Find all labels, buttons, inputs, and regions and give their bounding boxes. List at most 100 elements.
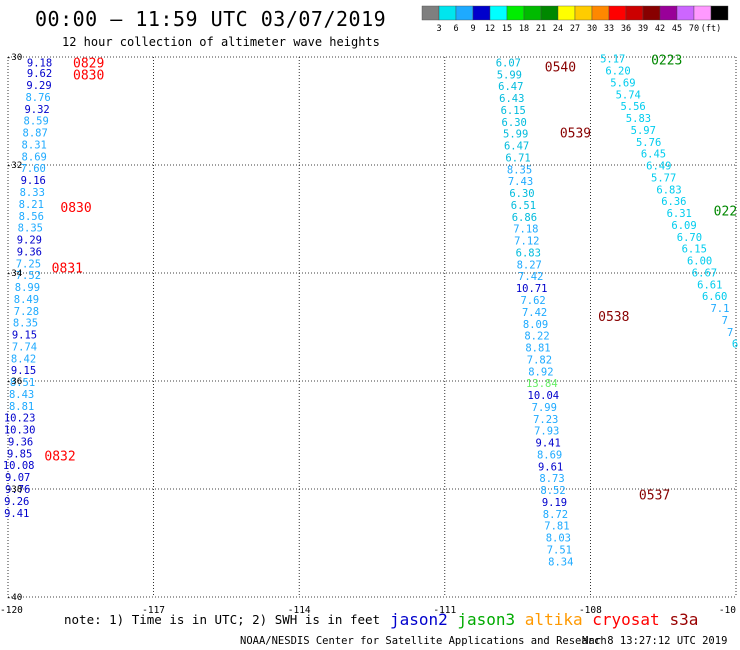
y-tick-label: -32 xyxy=(6,161,22,171)
wave-height-value: 8.81 xyxy=(9,401,34,413)
y-tick-label: -40 xyxy=(6,593,22,603)
chart-subtitle: 12 hour collection of altimeter wave hei… xyxy=(62,35,380,49)
wave-height-value: 7.1 xyxy=(710,303,729,315)
colorbar-swatch xyxy=(659,5,678,21)
colorbar-label: 24 xyxy=(553,24,563,34)
wave-height-value: 6.67 xyxy=(692,267,717,279)
wave-height-value: 6.60 xyxy=(702,291,727,303)
wave-height-value: 6.45 xyxy=(641,149,666,161)
wave-height-value: 7.42 xyxy=(518,271,543,283)
colorbar-label: 15 xyxy=(502,24,512,34)
colorbar-label: 18 xyxy=(519,24,529,34)
wave-height-value: 9.15 xyxy=(11,365,36,377)
wave-height-value: 6.31 xyxy=(667,208,692,220)
legend-item-cryosat: cryosat xyxy=(592,610,659,629)
legend-note: note: 1) Time is in UTC; 2) SWH is in fe… xyxy=(64,612,380,627)
wave-height-value: 9.19 xyxy=(542,497,567,509)
wave-height-value: 6.43 xyxy=(499,93,524,105)
wave-height-value: 6.09 xyxy=(671,220,696,232)
wave-height-value: 5.99 xyxy=(503,129,528,141)
y-tick-label: -34 xyxy=(6,269,22,279)
wave-height-value: 8.87 xyxy=(23,128,48,140)
time-label: 0539 xyxy=(560,127,591,142)
x-tick-label: -114 xyxy=(288,605,311,616)
wave-height-value: 8.31 xyxy=(22,139,47,151)
wave-height-value: 10.08 xyxy=(3,460,35,472)
footer-timestamp: Mar 8 13:27:12 UTC 2019 xyxy=(582,635,727,647)
colorbar-label: 6 xyxy=(453,24,458,34)
wave-height-value: 7.12 xyxy=(514,236,539,248)
x-tick-label: -117 xyxy=(142,605,165,616)
wave-height-value: 6.15 xyxy=(682,244,707,256)
colorbar-label: 27 xyxy=(570,24,580,34)
wave-height-value: 8.03 xyxy=(546,533,571,545)
y-tick-label: -30 xyxy=(6,53,22,63)
wave-height-value: 8.99 xyxy=(15,282,40,294)
wave-height-value: 6.15 xyxy=(501,105,526,117)
wave-height-value: 8.56 xyxy=(19,211,44,223)
wave-height-value: 6.47 xyxy=(504,141,529,153)
wave-height-value: 9.36 xyxy=(8,436,33,448)
wave-height-value: 10.04 xyxy=(528,390,560,402)
y-axis-ticks: -30 -32 -34 -36 -38 -40 xyxy=(6,53,22,603)
data-points: 9.189.629.298.769.328.598.878.318.697.60… xyxy=(3,54,738,569)
wave-height-value: 8.69 xyxy=(537,449,562,461)
wave-height-value: 8.52 xyxy=(540,485,565,497)
wave-height-value: 6.83 xyxy=(516,247,541,259)
wave-height-value: 8.59 xyxy=(24,116,49,128)
colorbar-label: 39 xyxy=(638,24,648,34)
wave-height-value: 7.74 xyxy=(12,341,37,353)
wave-height-value: 8.92 xyxy=(528,366,553,378)
colorbar-swatch xyxy=(489,5,508,21)
wave-height-value: 8.72 xyxy=(543,509,568,521)
colorbar-swatch xyxy=(421,5,440,21)
wave-height-value: 8.69 xyxy=(22,151,47,163)
wave-height-value: 6.49 xyxy=(646,161,671,173)
legend-item-s3a: s3a xyxy=(670,610,699,629)
wave-height-value: 9.76 xyxy=(5,484,30,496)
wave-height-value: 9.18 xyxy=(27,57,52,69)
wave-height-value: 8.49 xyxy=(14,294,39,306)
colorbar-swatch xyxy=(693,5,712,21)
colorbar-label: 36 xyxy=(621,24,631,34)
colorbar-label: 33 xyxy=(604,24,614,34)
wave-height-value: 9.29 xyxy=(17,235,42,247)
wave-height-value: 10.71 xyxy=(516,283,548,295)
wave-height-value: 7.99 xyxy=(532,402,557,414)
wave-height-value: 8.27 xyxy=(517,259,542,271)
wave-height-value: 5.74 xyxy=(616,89,641,101)
colorbar-label: 42 xyxy=(655,24,665,34)
wave-height-value: 8.35 xyxy=(18,223,43,235)
wave-height-value: 9.41 xyxy=(4,508,29,520)
wave-height-value: 7.25 xyxy=(16,258,41,270)
x-tick-label: -108 xyxy=(579,605,602,616)
wave-height-value: 9.85 xyxy=(7,448,32,460)
colorbar-label: (ft) xyxy=(701,24,721,34)
wave-height-value: 6.83 xyxy=(656,184,681,196)
colorbar-swatch xyxy=(642,5,661,21)
colorbar-label: 70 xyxy=(689,24,699,34)
wave-height-value: 9.41 xyxy=(536,438,561,450)
wave-height-value: 13.84 xyxy=(526,378,558,390)
colorbar-swatch xyxy=(540,5,559,21)
wave-height-value: 5.83 xyxy=(626,113,651,125)
wave-height-value: 7.82 xyxy=(527,354,552,366)
time-label: 0538 xyxy=(598,310,629,325)
legend-item-jason3: jason3 xyxy=(457,610,515,629)
wave-height-value: 6.51 xyxy=(511,200,536,212)
wave-height-value: 7 xyxy=(727,327,733,339)
wave-height-value: 5.69 xyxy=(610,77,635,89)
legend: note: 1) Time is in UTC; 2) SWH is in fe… xyxy=(64,610,698,629)
wave-height-value: 10.23 xyxy=(4,413,36,425)
time-labels: 0829083008300831083205400539053805370223… xyxy=(44,54,737,504)
time-label: 0832 xyxy=(44,450,75,465)
wave-height-value: 9.16 xyxy=(21,175,46,187)
wave-height-value: 10.30 xyxy=(4,425,36,437)
colorbar-label: 9 xyxy=(470,24,475,34)
colorbar-label: 12 xyxy=(485,24,495,34)
colorbar-label: 30 xyxy=(587,24,597,34)
colorbar-swatch xyxy=(438,5,457,21)
wave-height-value: 5.76 xyxy=(636,137,661,149)
wave-height-value: 6.61 xyxy=(697,279,722,291)
